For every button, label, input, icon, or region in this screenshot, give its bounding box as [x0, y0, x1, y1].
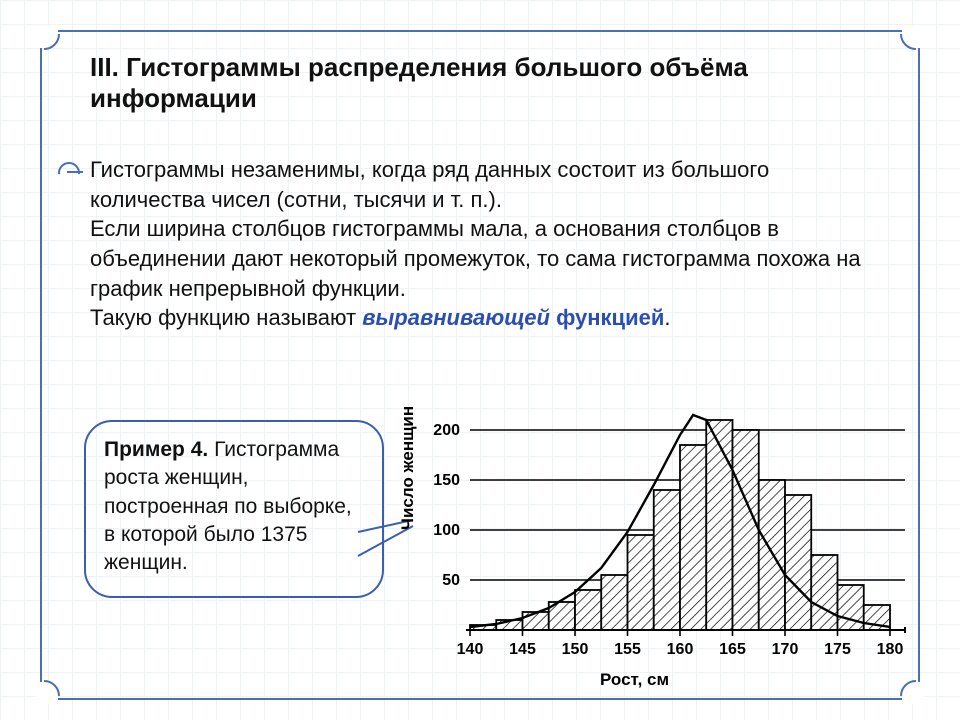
slide-title: III. Гистограммы распределения большого …: [90, 52, 820, 114]
svg-text:150: 150: [433, 472, 460, 489]
text: Та­кую функцию называют: [90, 305, 362, 330]
emphasis-text: функцией: [550, 305, 664, 330]
svg-text:150: 150: [562, 641, 589, 658]
example-callout: Пример 4. Гистограмма роста женщин, пост…: [84, 420, 384, 598]
chart-x-label: Рост, см: [600, 670, 669, 690]
chart-svg: 50 100 150 200 140 145 150 155 160 165 170 175 180: [405, 370, 915, 690]
frame-curl: [28, 18, 60, 50]
svg-text:200: 200: [433, 422, 460, 439]
svg-text:165: 165: [719, 641, 746, 658]
slide: III. Гистограммы распределения большого …: [0, 0, 960, 720]
text: .: [664, 305, 670, 330]
body-text: Гистограммы незаменимы, когда ряд данных…: [90, 155, 880, 333]
svg-text:155: 155: [614, 641, 641, 658]
paragraph: Гистограммы незаменимы, когда ряд данных…: [90, 155, 880, 214]
svg-text:145: 145: [509, 641, 536, 658]
bullet-icon: [58, 162, 76, 180]
histogram-chart: 50 100 150 200 140 145 150 155 160 165 170 175 180: [405, 370, 915, 690]
paragraph: Если ширина столбцов гистограммы мала, а…: [90, 214, 880, 303]
callout-title: Пример 4.: [104, 438, 208, 461]
emphasis-text: выравнивающей: [362, 305, 550, 330]
svg-text:160: 160: [667, 641, 694, 658]
svg-text:100: 100: [433, 522, 460, 539]
paragraph: Та­кую функцию называют выравнивающей фу…: [90, 303, 880, 333]
svg-text:175: 175: [824, 641, 851, 658]
svg-text:50: 50: [442, 572, 460, 589]
svg-text:170: 170: [772, 641, 799, 658]
svg-text:180: 180: [877, 641, 904, 658]
svg-text:140: 140: [457, 641, 484, 658]
